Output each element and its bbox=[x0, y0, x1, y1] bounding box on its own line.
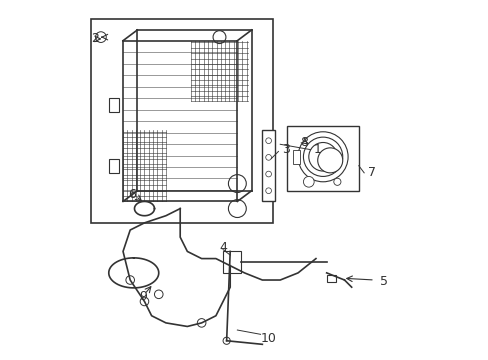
Circle shape bbox=[303, 176, 313, 187]
Bar bbox=[262, 130, 274, 202]
Circle shape bbox=[223, 337, 230, 344]
Bar bbox=[292, 150, 299, 164]
Circle shape bbox=[265, 188, 271, 194]
Text: 3: 3 bbox=[282, 143, 289, 156]
Circle shape bbox=[95, 32, 106, 42]
Bar bbox=[108, 98, 119, 112]
Text: 7: 7 bbox=[367, 166, 375, 179]
Text: 10: 10 bbox=[260, 333, 276, 346]
Bar bbox=[287, 126, 358, 191]
Circle shape bbox=[228, 200, 246, 217]
Circle shape bbox=[333, 178, 340, 185]
Text: 5: 5 bbox=[380, 275, 387, 288]
Circle shape bbox=[197, 319, 205, 327]
Circle shape bbox=[265, 154, 271, 160]
Bar bbox=[108, 158, 119, 173]
Text: 8: 8 bbox=[299, 136, 307, 149]
Circle shape bbox=[265, 138, 271, 144]
Circle shape bbox=[265, 171, 271, 177]
Bar bbox=[223, 251, 241, 273]
Text: 6: 6 bbox=[128, 188, 136, 201]
Circle shape bbox=[213, 31, 225, 44]
Circle shape bbox=[228, 175, 246, 193]
Text: 4: 4 bbox=[219, 241, 227, 255]
Bar bbox=[91, 19, 272, 223]
Text: 2: 2 bbox=[91, 32, 99, 45]
Circle shape bbox=[154, 290, 163, 298]
Circle shape bbox=[140, 297, 148, 306]
Text: 1: 1 bbox=[313, 143, 322, 156]
Circle shape bbox=[317, 148, 342, 173]
Bar bbox=[326, 275, 335, 282]
Text: 9: 9 bbox=[139, 289, 147, 303]
Circle shape bbox=[125, 276, 134, 284]
